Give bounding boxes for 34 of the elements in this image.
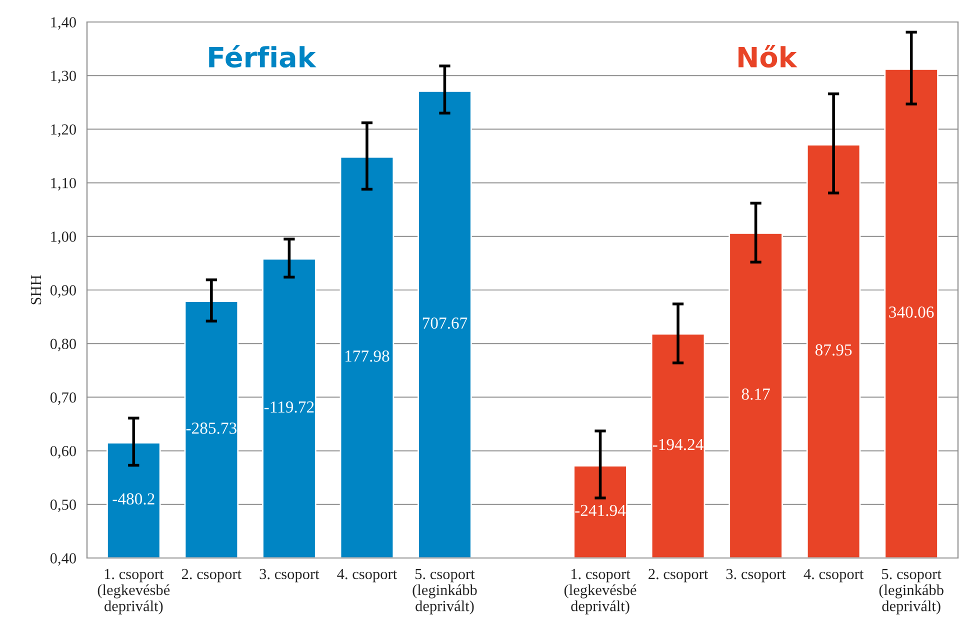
annotation: 177.98 <box>346 350 390 362</box>
annotation: -119.72 <box>264 401 314 413</box>
annotation: -194.24 <box>652 438 704 450</box>
annotation: 707.67 <box>422 317 468 329</box>
y-tick-label: 1,20 <box>51 124 76 137</box>
y-tick-label: 0,40 <box>50 553 76 566</box>
y-tick-label: 0,60 <box>50 446 76 458</box>
x-tick-label: 4. csoport <box>804 568 864 582</box>
y-tick-label: 0,50 <box>50 500 76 512</box>
x-tick-label: 1. csoport (legkevésbé deprivált) <box>564 568 636 614</box>
x-tick-label: 3. csoport <box>260 568 320 582</box>
y-tick-label: 0,80 <box>50 338 76 352</box>
x-tick-label: 5. csoport (leginkább deprivált) <box>879 569 944 614</box>
y-tick-label: 0,70 <box>50 392 76 405</box>
annotation: -480.2 <box>112 493 154 505</box>
x-tick-label: 3. csoport <box>726 568 786 582</box>
annotation: -285.73 <box>186 422 236 434</box>
y-tick-label: 1,30 <box>51 70 76 84</box>
annotation: Férfiak <box>209 45 316 68</box>
annotation: -241.94 <box>575 504 626 516</box>
x-tick-label: 5. csoport (leginkább deprivált) <box>412 569 477 614</box>
x-tick-label: 1. csoport (legkevésbé deprivált) <box>98 568 170 614</box>
annotation: 8.17 <box>742 388 770 400</box>
y-tick-label: 1,10 <box>51 178 76 190</box>
x-tick-label: 2. csoport <box>182 568 242 582</box>
x-tick-label: 2. csoport <box>648 568 708 582</box>
annotation: 87.95 <box>815 344 852 356</box>
y-tick-label: 1,40 <box>51 17 76 30</box>
y-tick-label: 0,90 <box>50 285 76 298</box>
annotation: Nők <box>738 45 798 68</box>
y-axis-title: SHH <box>30 275 42 304</box>
y-tick-label: 1,00 <box>51 232 76 244</box>
annotation: 340.06 <box>889 306 934 318</box>
x-tick-label: 4. csoport <box>337 568 397 582</box>
